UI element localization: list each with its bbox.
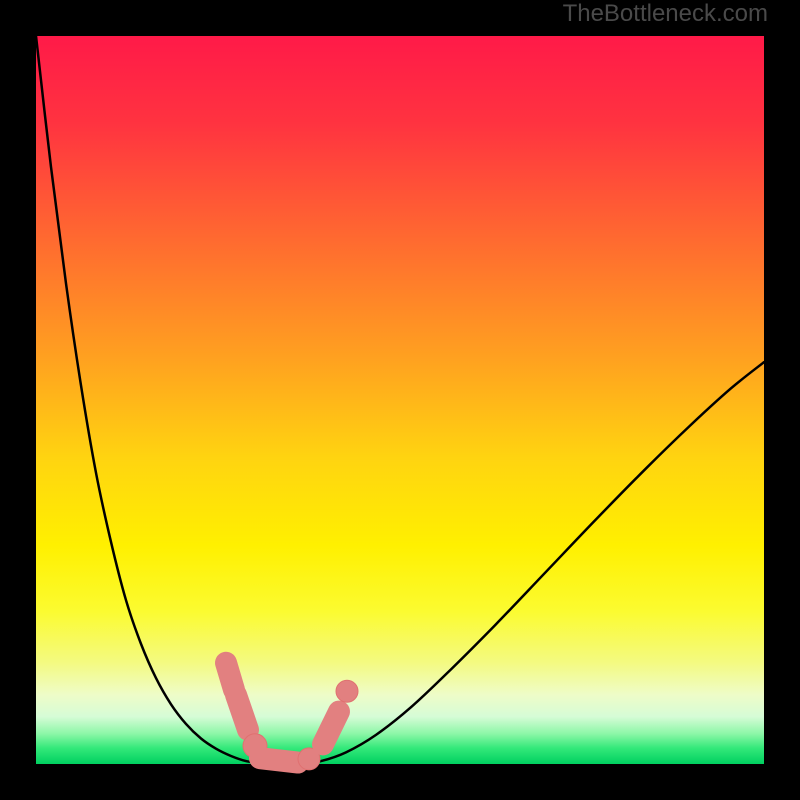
curve-beads (226, 663, 358, 770)
curve-layer (36, 36, 764, 764)
bead (236, 695, 248, 730)
bead (336, 680, 358, 702)
watermark-text: TheBottleneck.com (563, 0, 768, 28)
bead (323, 712, 339, 745)
bead (260, 758, 298, 762)
chart-container: TheBottleneck.com (0, 0, 800, 800)
plot-area (36, 36, 764, 764)
bottleneck-curve (36, 36, 764, 764)
